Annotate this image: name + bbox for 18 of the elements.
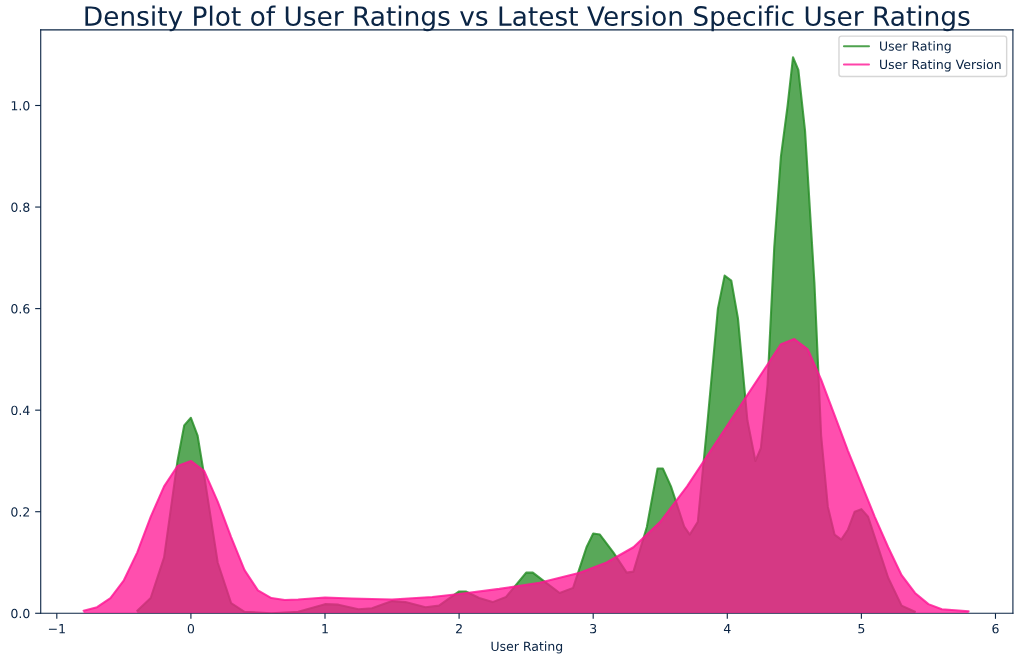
x-tick-label: 1 — [322, 624, 328, 634]
x-tick-label: 4 — [723, 624, 731, 634]
y-tick-label: 0.6 — [11, 304, 30, 314]
y-tick-label: 0.4 — [11, 405, 30, 416]
legend-label: User Rating — [880, 41, 951, 54]
x-tick-label: −1 — [48, 624, 65, 634]
legend-label: User Rating Version — [880, 59, 1001, 72]
chart-title: Density Plot of User Ratings vs Latest Version Specific User Ratings — [85, 5, 970, 32]
y-tick-label: 0.0 — [11, 608, 30, 619]
y-tick-label: 0.8 — [11, 202, 30, 212]
x-tick-label: 6 — [992, 623, 999, 634]
x-tick-label: 5 — [858, 624, 865, 634]
x-tick-label: 2 — [456, 623, 462, 634]
x-tick-label: 0 — [187, 623, 195, 634]
x-tick-label: 3 — [590, 623, 597, 634]
y-tick-label: 1.0 — [11, 100, 30, 111]
x-axis-title: User Rating — [491, 641, 563, 654]
y-tick-label: 0.2 — [11, 507, 30, 517]
